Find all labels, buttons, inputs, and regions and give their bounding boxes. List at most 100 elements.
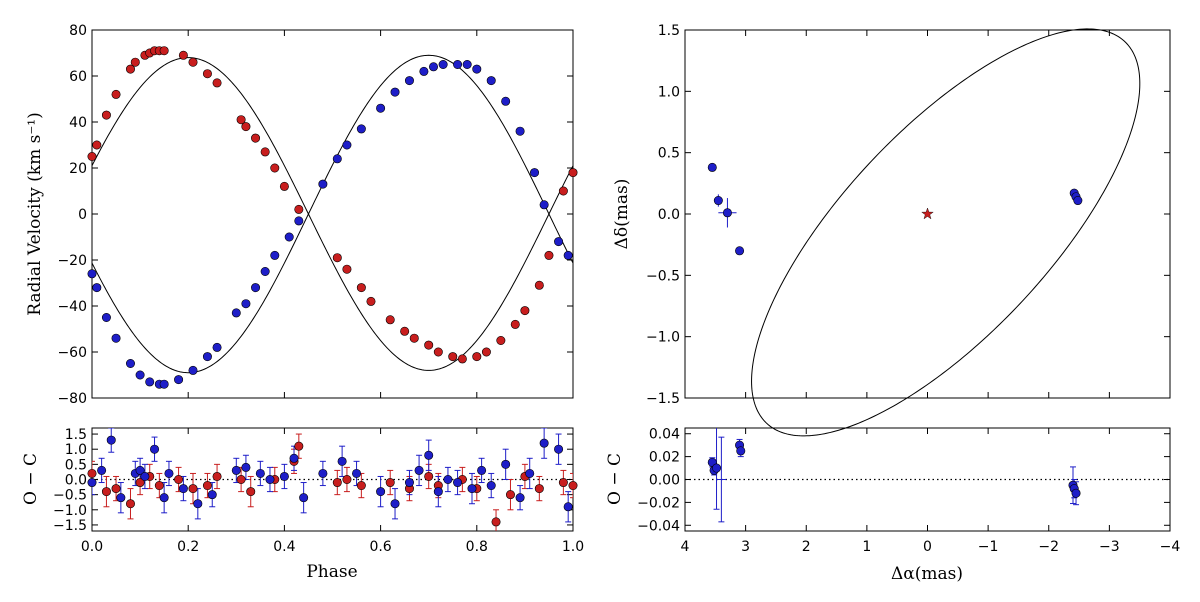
secondary-rv-point <box>92 283 102 293</box>
y-tick-label: 0.04 <box>649 427 680 443</box>
secondary-rv-point <box>212 342 222 352</box>
clipped-layer <box>92 54 573 374</box>
secondary-rv-point <box>188 365 198 375</box>
secondary-residual-point <box>135 465 145 475</box>
primary-model-curve <box>92 57 573 371</box>
y-tick-label: −80 <box>57 391 87 407</box>
secondary-rv-point <box>111 333 121 343</box>
secondary-residual-point <box>404 478 414 488</box>
clipped-layer <box>92 428 573 531</box>
secondary-astrometry-point <box>722 208 732 218</box>
y-tick-label: −0.5 <box>646 268 680 284</box>
primary-rv-point <box>544 250 554 260</box>
secondary-residual-point <box>159 493 169 503</box>
secondary-rv-point <box>270 250 280 260</box>
y-tick-label: 0.0 <box>658 207 680 223</box>
y-tick-label: −1.5 <box>53 518 87 534</box>
primary-rv-point <box>366 296 376 306</box>
secondary-residual-point <box>486 481 496 491</box>
chart-marks: −80−60−40−20020406080−1.5−1.0−0.50.00.51… <box>53 23 1180 555</box>
y-tick-label: 1.0 <box>658 84 680 100</box>
y-tick-label: −1.0 <box>53 503 87 519</box>
primary-rv-point <box>188 57 198 67</box>
secondary-residual-point <box>539 438 549 448</box>
x-tick-label: 0.2 <box>177 539 199 555</box>
rv-ylabel: Radial Velocity (km s⁻¹) <box>25 112 45 315</box>
secondary-rv-point <box>539 200 549 210</box>
y-tick-label: −40 <box>57 299 87 315</box>
secondary-residual-point <box>106 435 116 445</box>
primary-residual-point <box>246 487 256 497</box>
primary-residual-point <box>568 481 578 491</box>
primary-residual-point <box>135 478 145 488</box>
primary-rv-point <box>385 315 395 325</box>
x-tick-label: 4 <box>681 539 690 555</box>
y-tick-label: −0.02 <box>637 495 680 511</box>
primary-rv-point <box>342 264 352 274</box>
y-tick-label: −20 <box>57 253 87 269</box>
secondary-rv-point <box>376 103 386 113</box>
secondary-residual-point <box>231 465 241 475</box>
primary-rv-point <box>130 57 140 67</box>
secondary-rv-point <box>390 87 400 97</box>
x-tick-label: −4 <box>1160 539 1181 555</box>
y-tick-label: 0.02 <box>649 450 680 466</box>
primary-rv-point <box>125 64 135 74</box>
primary-rv-point <box>101 110 111 120</box>
secondary-residual-point <box>337 456 347 466</box>
orbit-ylabel: Δδ(mas) <box>612 179 632 250</box>
secondary-astrometry-point <box>713 196 723 206</box>
secondary-residual-point <box>477 465 487 475</box>
y-tick-label: 0.00 <box>649 473 680 489</box>
primary-rv-point <box>448 352 458 362</box>
x-tick-label: −2 <box>1038 539 1059 555</box>
x-tick-label: 2 <box>802 539 811 555</box>
secondary-residual-point <box>164 468 174 478</box>
x-tick-label: 0.4 <box>273 539 295 555</box>
primary-rv-point <box>251 133 261 143</box>
primary-rv-point <box>472 352 482 362</box>
primary-residual-point <box>385 478 395 488</box>
primary-rv-point <box>400 326 410 336</box>
secondary-residual-point <box>376 487 386 497</box>
secondary-rv-point <box>294 216 304 226</box>
astrometry-residual-point <box>736 446 746 456</box>
primary-rv-point <box>178 50 188 60</box>
primary-residual-point <box>87 468 97 478</box>
secondary-residual-point <box>352 468 362 478</box>
orbit-ellipse <box>751 28 1141 437</box>
secondary-rv-point <box>419 66 429 76</box>
secondary-residual-point <box>97 465 107 475</box>
primary-rv-point <box>260 147 270 157</box>
secondary-rv-point <box>462 59 472 69</box>
primary-residual-point <box>125 499 135 509</box>
secondary-residual-point <box>299 493 309 503</box>
secondary-rv-point <box>501 96 511 106</box>
primary-rv-point <box>111 89 121 99</box>
y-tick-label: 20 <box>69 161 87 177</box>
secondary-rv-point <box>356 124 366 134</box>
x-tick-label: −1 <box>978 539 999 555</box>
primary-star-marker <box>921 207 934 220</box>
primary-rv-point <box>212 78 222 88</box>
primary-rv-point <box>457 354 467 364</box>
secondary-astrometry-point <box>735 246 745 256</box>
y-tick-label: −0.5 <box>53 488 87 504</box>
secondary-astrometry-point <box>707 162 717 172</box>
primary-rv-point <box>159 46 169 56</box>
secondary-rv-point <box>241 299 251 309</box>
x-tick-label: 1.0 <box>562 539 584 555</box>
secondary-residual-point <box>116 493 126 503</box>
primary-residual-point <box>294 441 304 451</box>
primary-rv-point <box>568 168 578 178</box>
primary-rv-point <box>270 163 280 173</box>
primary-rv-point <box>558 186 568 196</box>
x-tick-label: 0.0 <box>81 539 103 555</box>
rv-residual-xlabel: Phase <box>306 562 357 582</box>
primary-residual-point <box>188 484 198 494</box>
secondary-rv-point <box>554 237 564 247</box>
y-tick-label: −1.0 <box>646 330 680 346</box>
primary-rv-point <box>520 306 530 316</box>
secondary-rv-point <box>438 59 448 69</box>
secondary-rv-point <box>135 370 145 380</box>
